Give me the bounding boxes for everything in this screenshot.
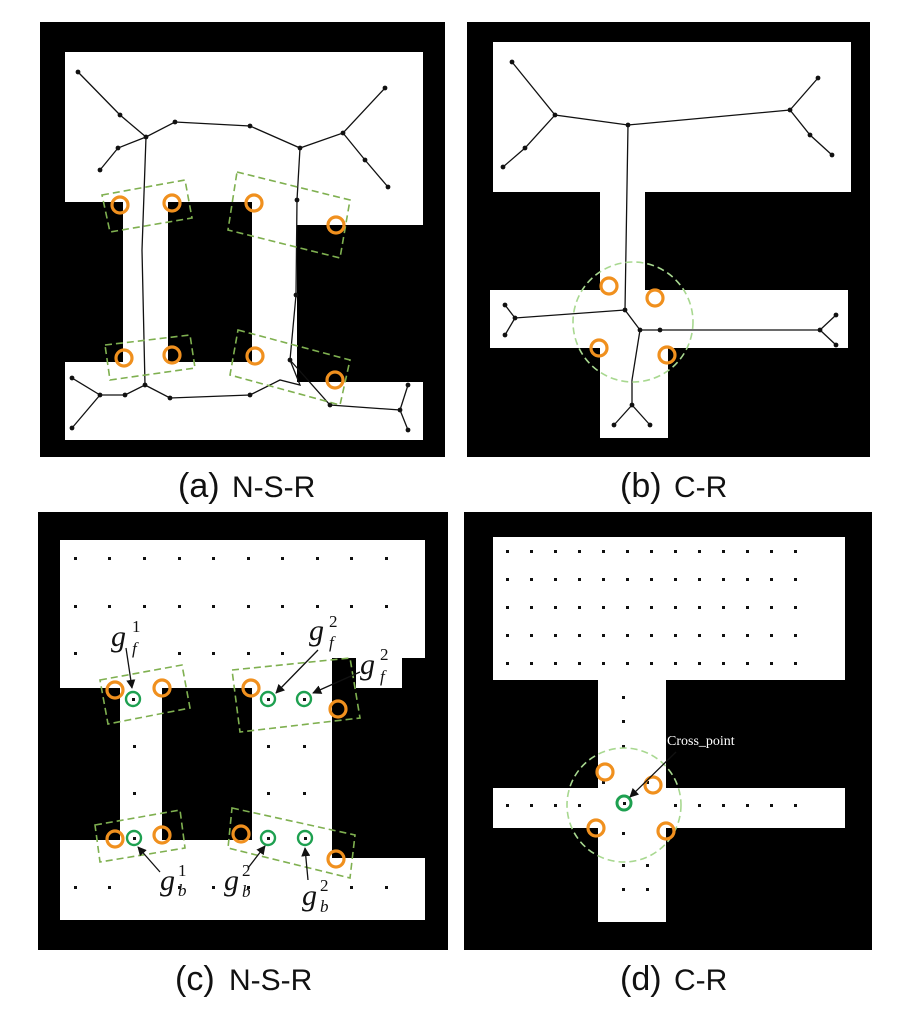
panel-d-free-space	[493, 537, 845, 922]
panel-a: (a) N-S-R	[40, 22, 445, 505]
label-gb1-sup: 1	[178, 861, 187, 880]
arrow-gb2-b	[301, 847, 311, 881]
label-gb2-a-base: g	[224, 864, 239, 897]
panel-d: Cross_point (d) C-R	[464, 512, 872, 998]
panel-d-name: C-R	[674, 964, 727, 997]
arrow-gf2-a	[275, 649, 319, 694]
label-gf2-b-sub: f	[380, 667, 387, 686]
panel-d-gateways	[586, 762, 676, 841]
panel-c-goal-points	[124, 690, 314, 847]
panel-a-region-boxes	[101, 171, 351, 406]
panel-a-gateways	[110, 193, 346, 390]
panel-c-letter: (c)	[175, 960, 215, 998]
arrow-gf2-b	[312, 671, 361, 694]
label-gf2-b-sup: 2	[380, 645, 389, 664]
label-gb1-sub: b	[178, 881, 187, 900]
panel-c-free-space	[60, 540, 425, 920]
label-gf2-a-base: g	[309, 614, 324, 647]
panel-d-grid-points	[506, 550, 797, 891]
panel-a-roadmap-nodes	[69, 69, 411, 433]
panel-c-gateways	[105, 678, 348, 869]
panel-b-letter: (b)	[620, 467, 662, 505]
panel-a-obstacles	[65, 202, 423, 382]
arrow-gf1	[125, 647, 136, 689]
label-gf1-sub: f	[132, 639, 139, 658]
label-gb2-a: g 2 b	[224, 861, 251, 901]
panel-c-grid-points	[74, 557, 388, 889]
label-gf1-base: g	[111, 620, 126, 653]
panel-b-roadmap-nodes	[500, 59, 839, 428]
arrow-gb1	[137, 846, 161, 873]
panel-b-cross-region	[572, 261, 694, 383]
label-gb2-b-base: g	[302, 879, 317, 912]
label-cross-point: Cross_point	[667, 734, 735, 749]
label-gb2-a-sup: 2	[242, 861, 251, 880]
arrow-gb2-a	[247, 845, 266, 869]
panel-d-cross-point-marker	[615, 794, 633, 812]
label-gf2-b: g 2 f	[356, 645, 402, 688]
panel-d-letter: (d)	[620, 960, 662, 998]
panel-a-letter: (a)	[178, 467, 220, 505]
panel-d-cross-region	[566, 747, 682, 863]
label-gf2-b-base: g	[360, 648, 375, 681]
label-gb2-b-sup: 2	[320, 876, 329, 895]
arrow-cross-point	[629, 751, 677, 798]
label-gf2-a: g 2 f	[305, 612, 347, 655]
label-gb1-base: g	[160, 864, 175, 897]
panel-c: g 1 f g 2 f g 2 f g 1 b g 2 b	[38, 512, 448, 998]
panel-c-region-boxes	[94, 657, 361, 879]
panel-b: (b) C-R	[467, 22, 870, 505]
label-gf1-sup: 1	[132, 617, 141, 636]
label-gb2-b: g 2 b	[302, 876, 329, 916]
panel-b-name: C-R	[674, 471, 727, 504]
label-gb1: g 1 b	[160, 861, 187, 900]
panel-c-obstacles	[60, 658, 425, 858]
label-gb2-b-sub: b	[320, 897, 329, 916]
panel-c-name: N-S-R	[229, 964, 312, 997]
panel-b-free-space	[490, 42, 851, 438]
label-gb2-a-sub: b	[242, 882, 251, 901]
panel-b-gateways	[589, 276, 677, 365]
label-gf2-a-sup: 2	[329, 612, 338, 631]
panel-a-name: N-S-R	[232, 471, 315, 504]
label-gf2-a-sub: f	[329, 633, 336, 652]
label-gf1: g 1 f	[108, 617, 156, 660]
